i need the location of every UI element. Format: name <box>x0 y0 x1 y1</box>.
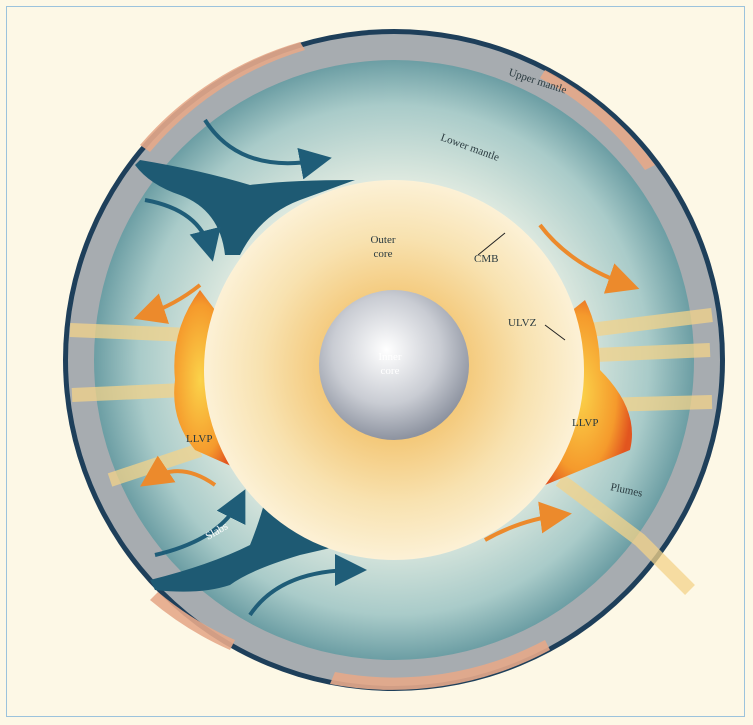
earth <box>63 29 725 691</box>
plumes <box>69 308 713 595</box>
label: core <box>374 248 393 260</box>
ulvz-pointer <box>544 324 566 341</box>
label: Inner <box>378 351 402 363</box>
label: CMB <box>474 253 498 265</box>
slab-upper <box>135 160 355 255</box>
cmb-pointer <box>477 232 506 256</box>
label: LLVP <box>186 433 213 445</box>
inner-core <box>319 290 469 440</box>
label: LLVP <box>572 417 599 429</box>
blue-arrows <box>144 118 367 617</box>
frame <box>6 6 745 717</box>
orange-arrows <box>133 223 640 542</box>
label: Outer <box>370 234 395 246</box>
label: ULVZ <box>508 317 537 329</box>
continents <box>140 42 655 690</box>
label: core <box>381 365 400 377</box>
